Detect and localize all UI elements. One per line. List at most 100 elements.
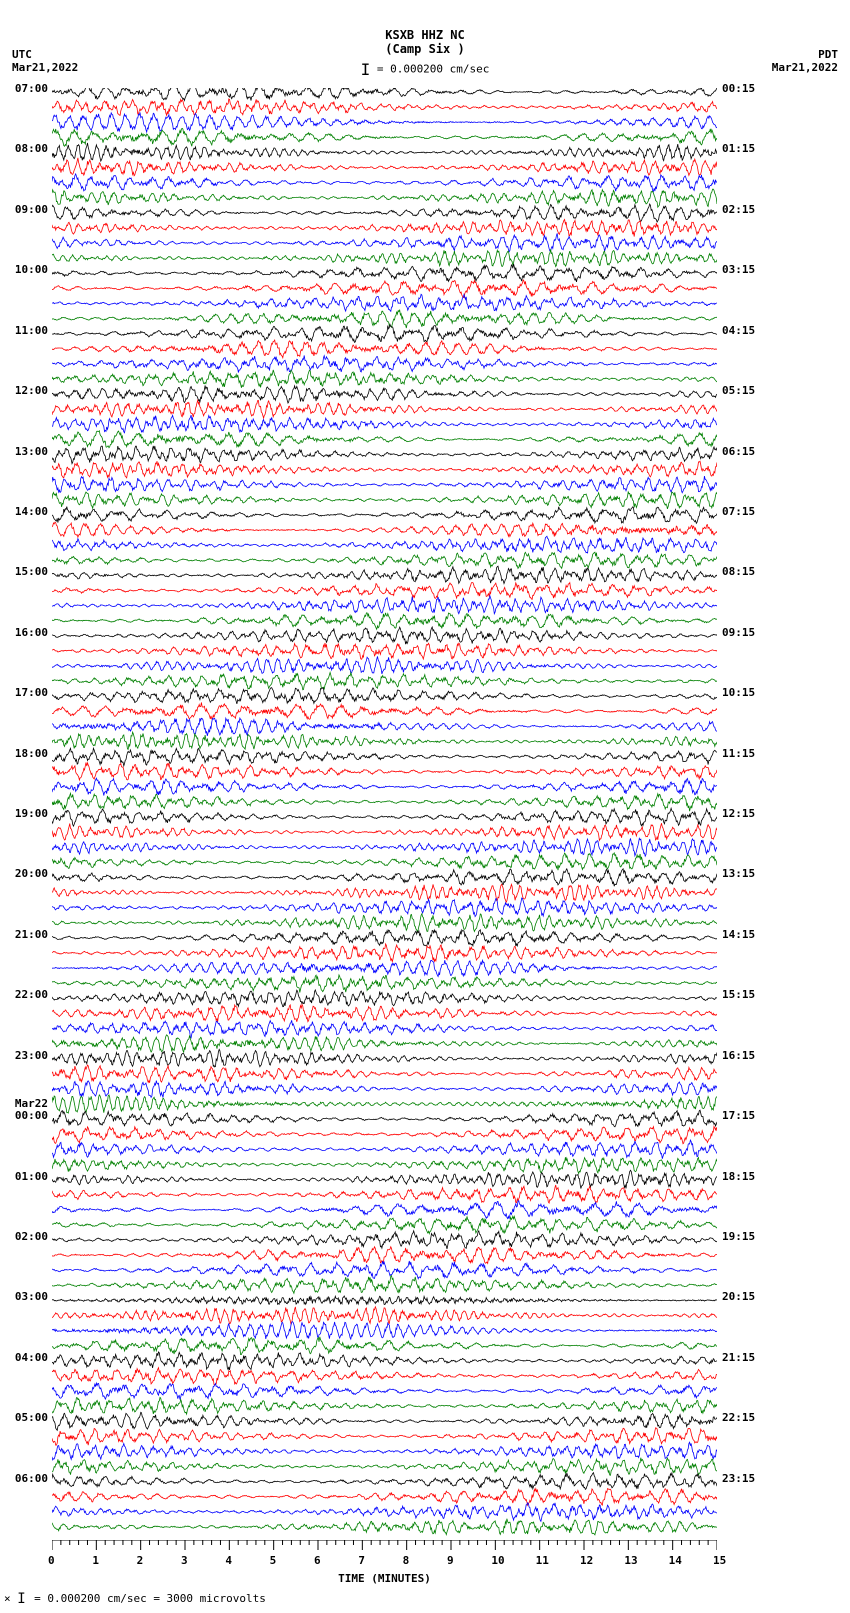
seismogram-container: UTC Mar21,2022 PDT Mar21,2022 KSXB HHZ N… [0, 0, 850, 1613]
right-time-label: 12:15 [722, 807, 755, 820]
x-axis: 0123456789101112131415 TIME (MINUTES) [52, 1540, 717, 1590]
x-tick-label: 9 [447, 1554, 454, 1567]
trace-line [52, 310, 717, 328]
trace-line [52, 960, 717, 976]
x-tick-label: 1 [92, 1554, 99, 1567]
trace-line [52, 718, 717, 736]
trace-line [52, 1185, 717, 1203]
trace-line [52, 280, 717, 298]
x-tick-label: 2 [137, 1554, 144, 1567]
trace-line [52, 536, 717, 553]
left-time-label: 23:00 [15, 1049, 48, 1062]
x-tick-label: 15 [713, 1554, 726, 1567]
trace-line [52, 778, 717, 795]
trace-line [52, 1383, 717, 1399]
trace-line [52, 1412, 717, 1430]
seismogram-plot [52, 88, 717, 1538]
footer: × I = 0.000200 cm/sec = 3000 microvolts [4, 1591, 266, 1607]
footer-prefix: × [4, 1592, 11, 1605]
trace-line [52, 415, 717, 433]
trace-line [52, 264, 717, 282]
left-time-label: 16:00 [15, 626, 48, 639]
chart-title: KSXB HHZ NC [0, 0, 850, 42]
trace-line [52, 1296, 717, 1305]
x-tick-label: 14 [669, 1554, 682, 1567]
trace-line [52, 1489, 717, 1506]
trace-line [52, 898, 717, 917]
x-tick-label: 8 [403, 1554, 410, 1567]
trace-line [52, 522, 717, 537]
trace-line [52, 869, 717, 886]
left-time-label: 09:00 [15, 203, 48, 216]
left-time-label: 00:00 [15, 1109, 48, 1122]
right-time-label: 00:15 [722, 82, 755, 95]
left-time-label: 06:00 [15, 1472, 48, 1485]
left-time-label: 10:00 [15, 263, 48, 276]
trace-line [52, 1337, 717, 1355]
right-time-label: 08:15 [722, 565, 755, 578]
trace-line [52, 583, 717, 600]
x-tick-label: 12 [580, 1554, 593, 1567]
footer-text: = 0.000200 cm/sec = 3000 microvolts [34, 1592, 266, 1605]
trace-line [52, 158, 717, 176]
trace-line [52, 643, 717, 659]
trace-line [52, 990, 717, 1007]
left-time-label: 17:00 [15, 686, 48, 699]
x-tick-label: 11 [536, 1554, 549, 1567]
trace-line [52, 613, 717, 630]
left-time-label: 15:00 [15, 565, 48, 578]
trace-line [52, 370, 717, 388]
right-time-label: 18:15 [722, 1170, 755, 1183]
trace-line [52, 476, 717, 493]
trace-line [52, 838, 717, 856]
trace-line [52, 975, 717, 993]
left-time-label: 05:00 [15, 1411, 48, 1424]
trace-line [52, 853, 717, 870]
x-tick-label: 5 [270, 1554, 277, 1567]
right-time-label: 21:15 [722, 1351, 755, 1364]
left-time-label: 11:00 [15, 324, 48, 337]
trace-line [52, 204, 717, 222]
left-time-label: 13:00 [15, 445, 48, 458]
trace-line [52, 1065, 717, 1083]
right-time-label: 06:15 [722, 445, 755, 458]
trace-line [52, 233, 717, 251]
trace-line [52, 1035, 717, 1052]
left-time-label: 08:00 [15, 142, 48, 155]
trace-line [52, 1231, 717, 1249]
x-axis-title: TIME (MINUTES) [52, 1572, 717, 1585]
x-tick-label: 6 [314, 1554, 321, 1567]
x-tick-label: 10 [491, 1554, 504, 1567]
trace-line [52, 914, 717, 932]
trace-line [52, 461, 717, 478]
trace-line [52, 386, 717, 404]
trace-line [52, 446, 717, 464]
left-time-label: 20:00 [15, 867, 48, 880]
left-tz: UTC [12, 48, 78, 61]
trace-line [52, 944, 717, 962]
trace-line [52, 1397, 717, 1414]
left-time-label: 12:00 [15, 384, 48, 397]
trace-line [52, 1005, 717, 1022]
right-time-label: 10:15 [722, 686, 755, 699]
trace-line [52, 1020, 717, 1038]
trace-line [52, 492, 717, 509]
right-time-label: 04:15 [722, 324, 755, 337]
trace-line [52, 1442, 717, 1460]
left-time-label: 07:00 [15, 82, 48, 95]
right-time-labels: 00:1501:1502:1503:1504:1505:1506:1507:15… [720, 88, 780, 1538]
trace-line [52, 656, 717, 674]
right-time-label: 05:15 [722, 384, 755, 397]
right-time-label: 01:15 [722, 142, 755, 155]
trace-line [52, 1458, 717, 1476]
plot-area [52, 88, 717, 1538]
left-time-label: 21:00 [15, 928, 48, 941]
trace-line [52, 673, 717, 690]
trace-line [52, 355, 717, 372]
chart-subtitle: (Camp Six ) [0, 42, 850, 56]
trace-line [52, 1368, 717, 1385]
right-header: PDT Mar21,2022 [772, 48, 838, 74]
trace-line [52, 143, 717, 161]
left-time-label: 19:00 [15, 807, 48, 820]
trace-line [52, 1126, 717, 1143]
